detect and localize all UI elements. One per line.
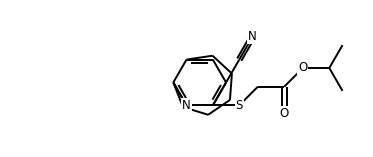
- Text: O: O: [298, 62, 308, 75]
- Text: S: S: [236, 99, 243, 112]
- Text: N: N: [248, 30, 257, 43]
- Text: O: O: [280, 106, 289, 119]
- Text: N: N: [182, 99, 191, 112]
